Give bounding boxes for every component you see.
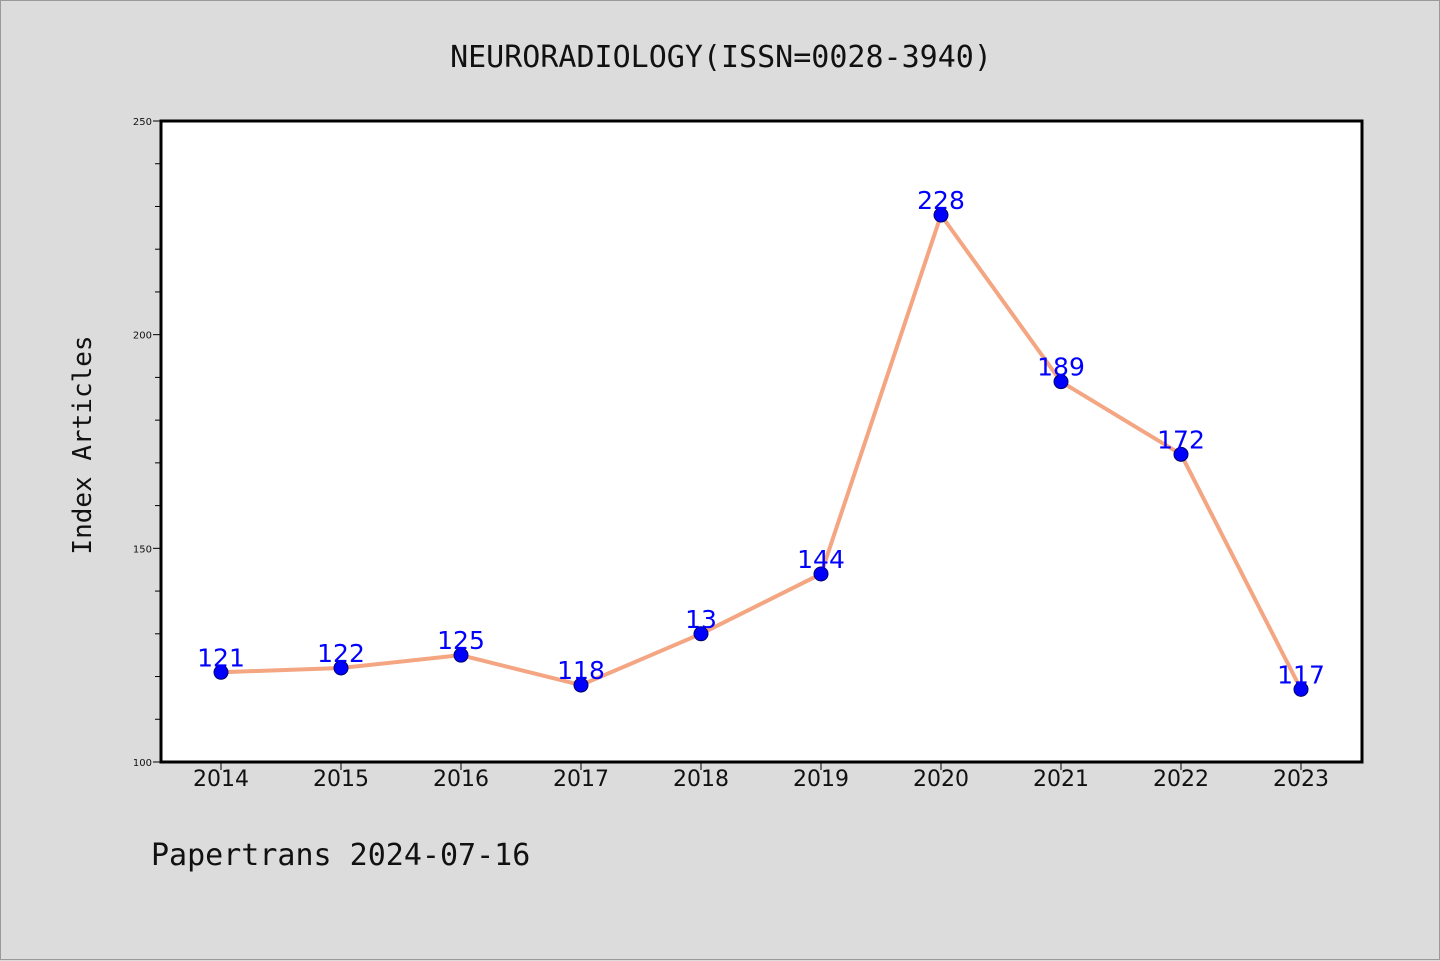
x-tick-label: 2017	[553, 767, 609, 792]
series-line	[220, 213, 1303, 691]
x-tick-label: 2019	[793, 767, 849, 792]
data-label: 144	[797, 545, 845, 574]
y-axis-ticks: 100 150 200 250	[133, 117, 161, 769]
x-tick-label: 2023	[1273, 767, 1329, 792]
x-tick-label: 2021	[1033, 767, 1089, 792]
x-tick-label: 2016	[433, 767, 489, 792]
data-label: 125	[437, 626, 485, 655]
x-tick-label: 2020	[913, 767, 969, 792]
data-point	[573, 677, 589, 693]
data-point	[693, 626, 709, 642]
x-tick-label: 2015	[313, 767, 369, 792]
data-point	[933, 207, 949, 223]
data-label: 117	[1277, 660, 1325, 689]
chart-title: NEURORADIOLOGY(ISSN=0028-3940)	[450, 40, 992, 75]
data-point	[813, 566, 829, 582]
y-tick-label: 150	[133, 544, 152, 555]
y-axis-label: Index Articles	[68, 335, 98, 554]
data-point	[333, 660, 349, 676]
data-labels: 121 122 125 118 13 144 228 189 172 117	[197, 186, 1325, 689]
data-label: 121	[197, 643, 245, 672]
data-label: 122	[317, 639, 365, 668]
series-line-group	[220, 213, 1303, 691]
data-point	[1173, 446, 1189, 462]
data-label: 228	[917, 186, 965, 215]
data-markers	[213, 207, 1309, 697]
data-point	[1053, 374, 1069, 390]
footer-text: Papertrans 2024-07-16	[151, 838, 530, 873]
x-axis-ticks: 2014 2015 2016 2017 2018 2019 2020 2021 2022 2023	[193, 762, 1329, 792]
data-point	[213, 664, 229, 680]
x-tick-label: 2014	[193, 767, 249, 792]
x-tick-label: 2022	[1153, 767, 1209, 792]
data-label: 189	[1037, 353, 1085, 382]
data-label: 13	[685, 605, 717, 634]
y-tick-label: 100	[133, 758, 152, 769]
data-point	[453, 647, 469, 663]
y-tick-label: 200	[133, 331, 152, 342]
data-label: 118	[557, 656, 605, 685]
y-tick-label: 250	[133, 117, 152, 128]
data-point	[1293, 681, 1309, 697]
data-label: 172	[1157, 425, 1205, 454]
x-tick-label: 2018	[673, 767, 729, 792]
